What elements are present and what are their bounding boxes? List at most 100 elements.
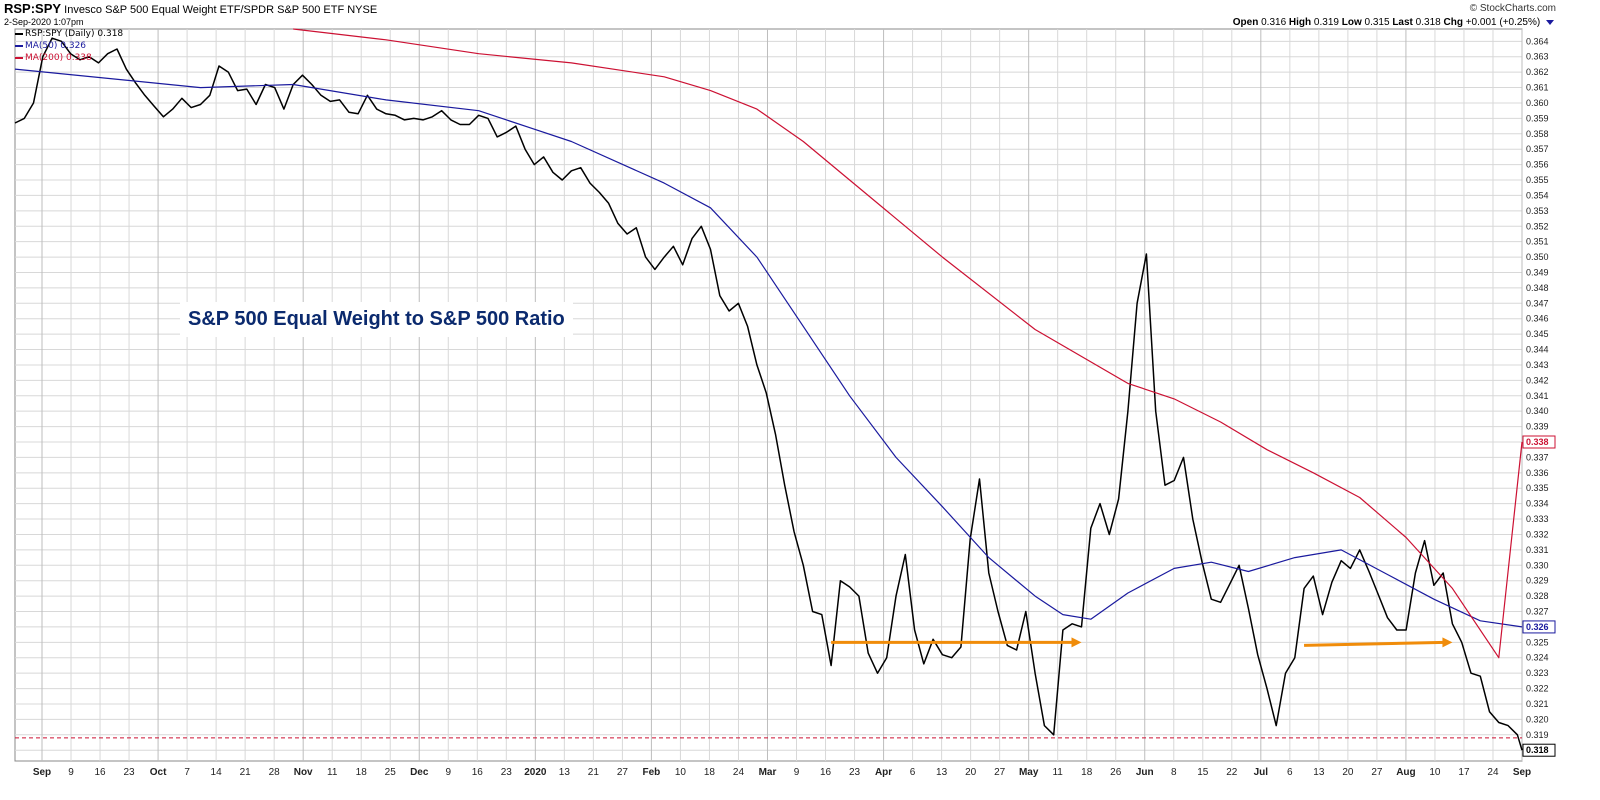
y-tick-label: 0.356 [1526, 160, 1549, 170]
y-tick-label: 0.355 [1526, 175, 1549, 185]
x-tick-label: 7 [184, 767, 190, 778]
exchange: NYSE [347, 4, 378, 16]
legend-price-label: RSP:SPY (Daily) 0.318 [25, 29, 124, 39]
y-tick-label: 0.322 [1526, 684, 1549, 694]
y-tick-label: 0.327 [1526, 607, 1549, 617]
x-tick-label: 23 [849, 767, 861, 778]
stockcharts-credit: © StockCharts.com [1469, 3, 1556, 14]
ma200-series-line [293, 28, 1523, 659]
chevron-down-icon[interactable] [1546, 19, 1554, 25]
y-tick-label: 0.329 [1526, 576, 1549, 586]
y-tick-label: 0.353 [1526, 206, 1549, 216]
y-tick-label: 0.334 [1526, 499, 1549, 509]
y-tick-label: 0.339 [1526, 422, 1549, 432]
y-tick-label: 0.325 [1526, 637, 1549, 647]
x-tick-label: 23 [123, 767, 135, 778]
y-tick-label: 0.364 [1526, 36, 1549, 46]
y-tick-label: 0.354 [1526, 190, 1549, 200]
legend-ma50: MA(50) 0.326 [15, 41, 86, 51]
x-tick-label: 10 [675, 767, 687, 778]
x-tick-label: Oct [150, 767, 167, 778]
chart-header: RSP:SPY Invesco S&P 500 Equal Weight ETF… [4, 1, 377, 16]
y-tick-label: 0.336 [1526, 468, 1549, 478]
x-tick-label: 13 [559, 767, 571, 778]
x-tick-label: Sep [33, 767, 51, 778]
x-tick-label: 22 [1226, 767, 1238, 778]
value-tag-box [1522, 620, 1556, 634]
y-tick-label: 0.349 [1526, 267, 1549, 277]
x-tick-label: 18 [704, 767, 716, 778]
x-tick-label: 23 [501, 767, 513, 778]
y-tick-label: 0.330 [1526, 560, 1549, 570]
value-tag-box [1522, 743, 1556, 757]
x-tick-label: 9 [68, 767, 74, 778]
y-tick-label: 0.328 [1526, 591, 1549, 601]
legend-swatch-ma200 [15, 56, 23, 59]
x-tick-label: Mar [759, 767, 777, 778]
x-tick-label: 17 [1458, 767, 1470, 778]
high-value: 0.319 [1313, 17, 1339, 28]
y-tick-label: 0.357 [1526, 144, 1549, 154]
x-tick-label: Sep [1513, 767, 1531, 778]
support-arrow-line [1304, 640, 1445, 647]
last-label: Last [1392, 17, 1413, 28]
x-tick-label: 20 [1342, 767, 1354, 778]
x-tick-label: 25 [385, 767, 397, 778]
ohlc-readout: Open 0.316 High 0.319 Low 0.315 Last 0.3… [1233, 17, 1554, 28]
y-tick-label: 0.359 [1526, 113, 1549, 123]
y-tick-label: 0.362 [1526, 67, 1549, 77]
x-tick-label: 16 [472, 767, 484, 778]
x-tick-label: Jul [1254, 767, 1269, 778]
legend-price: RSP:SPY (Daily) 0.318 [15, 29, 123, 39]
y-tick-label: 0.341 [1526, 391, 1549, 401]
y-tick-label: 0.347 [1526, 298, 1549, 308]
x-tick-label: 26 [1110, 767, 1122, 778]
low-value: 0.315 [1364, 17, 1390, 28]
x-tick-label: Jun [1136, 767, 1154, 778]
x-tick-label: 10 [1429, 767, 1441, 778]
x-tick-label: 21 [240, 767, 252, 778]
x-tick-label: Aug [1396, 767, 1415, 778]
x-tick-label: 2020 [524, 767, 547, 778]
value-tag-label: 0.338 [1526, 437, 1549, 447]
x-tick-label: 28 [269, 767, 281, 778]
x-tick-label: 13 [1313, 767, 1325, 778]
y-tick-label: 0.360 [1526, 98, 1549, 108]
x-tick-label: Apr [875, 767, 892, 778]
x-tick-label: 16 [820, 767, 832, 778]
y-tick-label: 0.321 [1526, 699, 1549, 709]
chart-datetime: 2-Sep-2020 1:07pm [4, 17, 84, 27]
y-tick-label: 0.344 [1526, 345, 1549, 355]
y-tick-label: 0.331 [1526, 545, 1549, 555]
x-tick-label: 15 [1197, 767, 1209, 778]
chg-label: Chg [1443, 17, 1463, 28]
open-label: Open [1232, 17, 1259, 28]
x-tick-label: 11 [1052, 767, 1063, 778]
ma50-series-line [14, 68, 1523, 628]
y-tick-label: 0.348 [1526, 283, 1549, 293]
value-tag-label: 0.318 [1526, 745, 1549, 755]
y-tick-label: 0.346 [1526, 314, 1549, 324]
x-tick-label: May [1019, 767, 1039, 778]
y-tick-label: 0.337 [1526, 452, 1549, 462]
y-tick-label: 0.320 [1526, 714, 1549, 724]
x-tick-label: Dec [410, 767, 429, 778]
x-tick-label: 14 [211, 767, 223, 778]
legend-swatch-price [15, 32, 23, 35]
value-tag-label: 0.326 [1526, 622, 1549, 632]
x-tick-label: Nov [294, 767, 313, 778]
open-value: 0.316 [1261, 17, 1287, 28]
symbol: RSP:SPY [4, 1, 62, 16]
y-tick-label: 0.350 [1526, 252, 1549, 262]
x-tick-label: 8 [1171, 767, 1177, 778]
legend-ma200: MA(200) 0.338 [15, 53, 92, 63]
support-arrow-head [1442, 637, 1453, 648]
x-tick-label: 24 [733, 767, 745, 778]
x-tick-label: 20 [965, 767, 977, 778]
value-tag-box [1522, 435, 1556, 449]
x-tick-label: 11 [327, 767, 338, 778]
price-series-line [14, 37, 1523, 751]
legend-swatch-ma50 [15, 44, 23, 47]
x-tick-label: 9 [445, 767, 451, 778]
